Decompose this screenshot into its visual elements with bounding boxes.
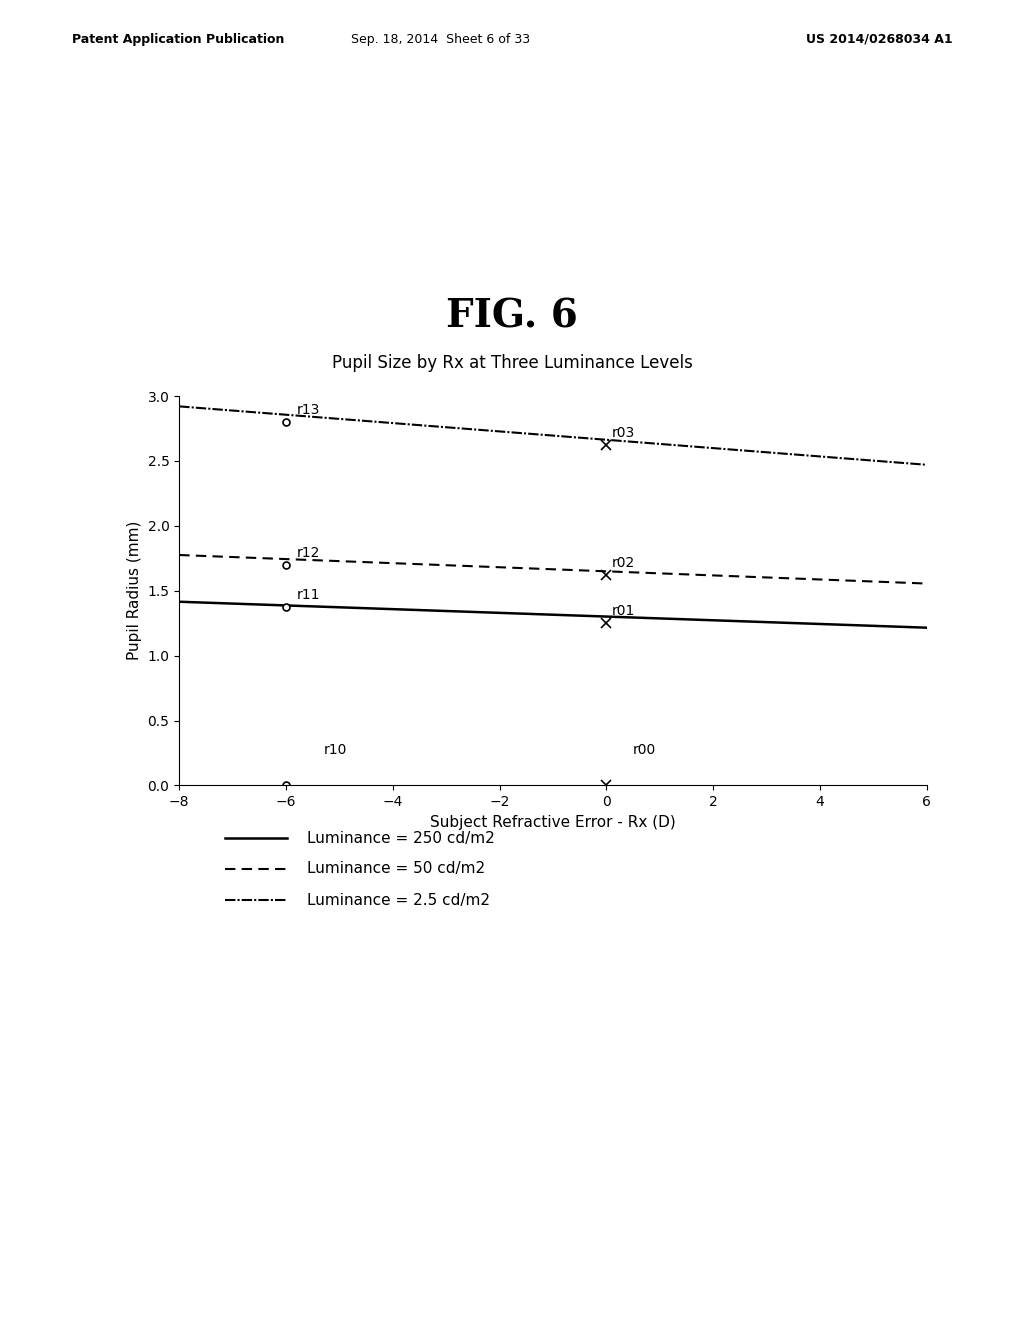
Text: r13: r13 [297, 403, 321, 417]
Text: Sep. 18, 2014  Sheet 6 of 33: Sep. 18, 2014 Sheet 6 of 33 [351, 33, 529, 46]
Text: r03: r03 [611, 426, 635, 440]
Text: r00: r00 [633, 743, 656, 756]
X-axis label: Subject Refractive Error - Rx (D): Subject Refractive Error - Rx (D) [430, 814, 676, 830]
Text: Luminance = 250 cd/m2: Luminance = 250 cd/m2 [307, 830, 495, 846]
Text: Luminance = 50 cd/m2: Luminance = 50 cd/m2 [307, 861, 485, 876]
Text: Luminance = 2.5 cd/m2: Luminance = 2.5 cd/m2 [307, 892, 490, 908]
Text: FIG. 6: FIG. 6 [446, 298, 578, 335]
Text: r02: r02 [611, 556, 635, 570]
Text: r01: r01 [611, 605, 635, 618]
Text: US 2014/0268034 A1: US 2014/0268034 A1 [806, 33, 952, 46]
Y-axis label: Pupil Radius (mm): Pupil Radius (mm) [127, 521, 142, 660]
Text: r11: r11 [297, 587, 321, 602]
Text: Patent Application Publication: Patent Application Publication [72, 33, 284, 46]
Text: r12: r12 [297, 545, 321, 560]
Text: r10: r10 [324, 743, 347, 756]
Text: Pupil Size by Rx at Three Luminance Levels: Pupil Size by Rx at Three Luminance Leve… [332, 354, 692, 372]
